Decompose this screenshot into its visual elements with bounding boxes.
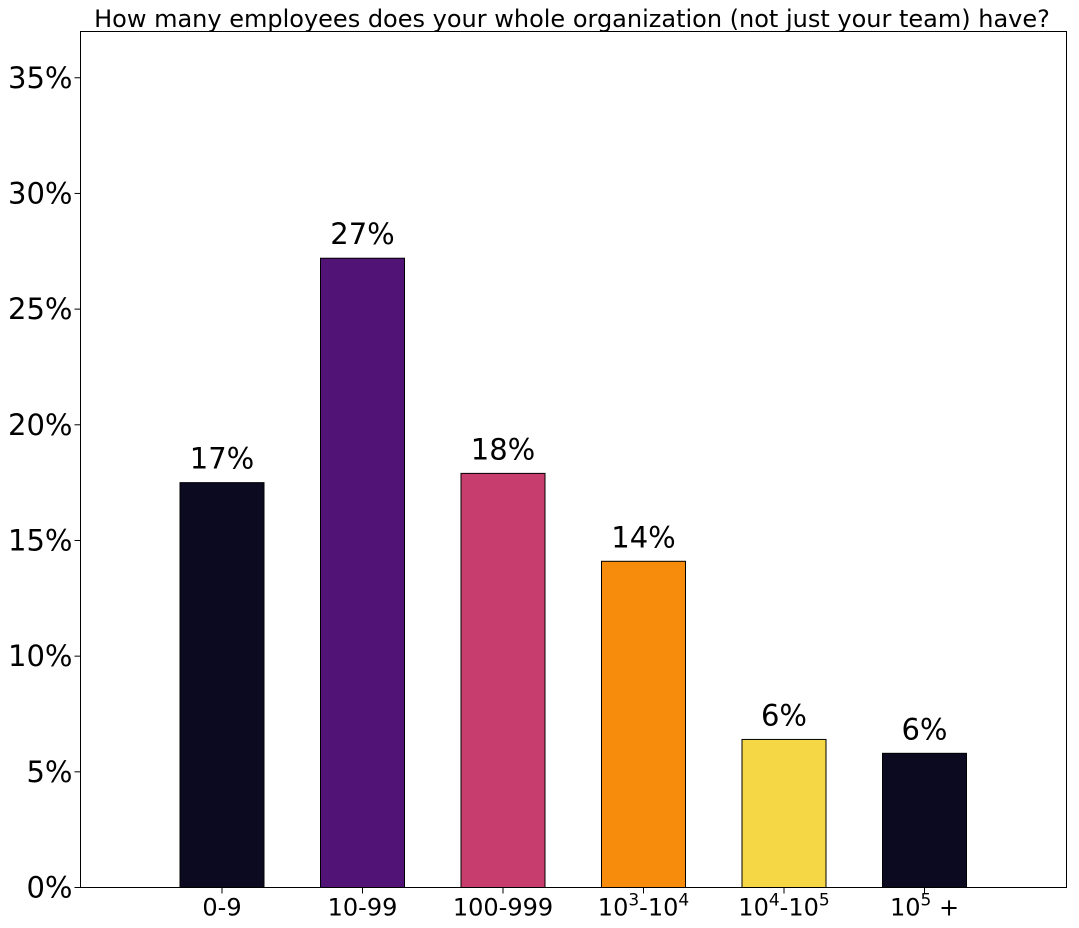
y-tick-label: 25%	[8, 292, 72, 326]
chart-title: How many employees does your whole organ…	[94, 5, 1050, 33]
y-tick-label: 0%	[26, 871, 72, 905]
plot-frame	[80, 31, 1067, 888]
y-tick-label: 35%	[8, 61, 72, 95]
data-labels: 17% 27% 18% 14% 6% 6%	[190, 217, 948, 746]
bar	[601, 560, 686, 889]
bar-data-label: 27%	[330, 217, 394, 251]
x-tick-label: 100-999	[453, 894, 553, 922]
bar	[460, 472, 546, 888]
bar	[179, 482, 265, 888]
x-tick-label: 10-99	[328, 894, 398, 922]
y-tick-label: 30%	[8, 176, 72, 210]
y-tick-label: 20%	[8, 408, 72, 442]
y-axis: 0% 5% 10% 15% 20% 25% 30% 35%	[8, 61, 81, 905]
x-tick-label: 0-9	[202, 894, 241, 922]
y-tick-label: 15%	[8, 523, 72, 557]
x-tick-label: 105 +	[890, 891, 959, 922]
bars	[179, 257, 967, 889]
y-tick-label: 5%	[26, 755, 72, 789]
x-axis: 0-9 10-99 100-999 103-104 104-105 105 +	[202, 887, 959, 922]
bar-data-label: 18%	[471, 432, 535, 466]
bar	[741, 738, 827, 888]
bar-data-label: 6%	[761, 698, 807, 732]
y-tick-label: 10%	[8, 639, 72, 673]
bar-data-label: 14%	[611, 520, 675, 554]
bar-data-label: 17%	[190, 442, 254, 476]
bar	[882, 752, 967, 888]
x-tick-label: 104-105	[738, 891, 829, 922]
bar-data-label: 6%	[901, 712, 947, 746]
bar	[320, 257, 405, 889]
x-tick-label: 103-104	[598, 891, 689, 922]
